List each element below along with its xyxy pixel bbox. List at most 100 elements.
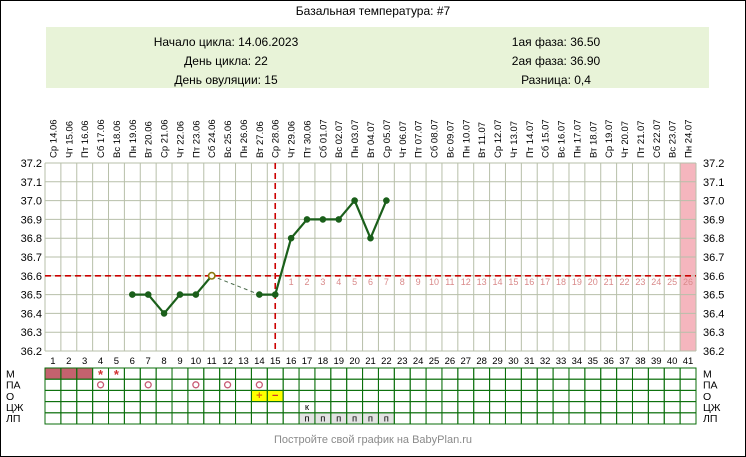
day-number: 22 (381, 356, 392, 367)
date-label: Сб 17.06 (96, 119, 107, 158)
date-label: Вс 09.07 (445, 121, 456, 159)
day-number: 35 (588, 356, 599, 367)
table-cell (568, 378, 586, 391)
table-cell (489, 401, 506, 414)
date-label: Ср 14.06 (48, 119, 59, 158)
table-cell (679, 378, 697, 391)
day-number: 31 (524, 356, 535, 367)
table-cell (108, 401, 125, 414)
date-label: Вс 25.06 (223, 121, 234, 159)
table-cell (663, 401, 681, 414)
table-cell (330, 367, 348, 380)
dpo-number: 21 (604, 277, 614, 287)
day-number: 16 (286, 356, 297, 367)
menstruation-cell (45, 368, 61, 380)
day-number: 13 (238, 356, 249, 367)
table-cell (92, 389, 110, 403)
table-cell (219, 389, 237, 403)
date-label: Пн 03.07 (350, 120, 361, 159)
table-cell (330, 389, 348, 403)
table-cell (60, 389, 78, 403)
y-axis-label-left: 37.2 (21, 158, 42, 170)
ovulation-test-result: + (256, 390, 262, 402)
table-cell (647, 412, 665, 425)
temp-line-segment (162, 293, 182, 315)
date-label: Сб 15.07 (541, 119, 552, 158)
table-cell (298, 367, 316, 380)
lp-mark: п (304, 413, 309, 424)
day-number: 3 (82, 356, 87, 367)
temp-point (383, 197, 390, 204)
row-label-left: ПА (6, 380, 21, 392)
table-cell (473, 367, 491, 380)
date-label: Пт 14.07 (525, 120, 536, 158)
dpo-number: 5 (352, 277, 357, 287)
table-cell (314, 367, 332, 380)
table-cell (266, 412, 284, 425)
day-number: 24 (413, 356, 424, 367)
day-number: 29 (492, 356, 503, 367)
date-label: Вс 02.07 (334, 121, 345, 159)
table-cell (409, 401, 427, 414)
table-cell (489, 378, 506, 391)
table-cell (504, 389, 522, 403)
table-cell (171, 401, 189, 414)
table-cell (314, 389, 332, 403)
page-title: Базальная температура: #7 (295, 4, 451, 18)
table-cell (568, 389, 586, 403)
table-cell (600, 389, 618, 403)
day-number: 23 (397, 356, 408, 367)
table-cell (393, 412, 411, 425)
table-cell (139, 367, 157, 380)
day-number: 11 (207, 356, 217, 367)
day-number: 2 (66, 356, 71, 367)
table-cell (219, 378, 237, 391)
table-cell (123, 378, 141, 391)
table-cell (441, 367, 459, 380)
table-cell (457, 401, 475, 414)
table-cell (552, 412, 570, 425)
table-cell (631, 367, 649, 380)
table-cell (457, 378, 475, 391)
table-cell (663, 367, 681, 380)
y-axis-label-right: 36.5 (703, 290, 724, 302)
table-cell (187, 378, 205, 391)
table-cell (362, 378, 379, 391)
table-cell (377, 378, 395, 391)
day-number: 10 (191, 356, 202, 367)
info-cycle-day: День цикла: 22 (184, 54, 268, 68)
table-cell (425, 412, 443, 425)
table-cell (393, 367, 411, 380)
table-cell (187, 401, 205, 414)
temp-point (319, 216, 327, 223)
lp-cell (299, 412, 315, 424)
table-cell (76, 401, 94, 414)
table-cell (552, 389, 570, 403)
date-label: Вт 18.07 (588, 121, 599, 158)
date-label: Сб 01.07 (318, 119, 329, 158)
temp-point (192, 291, 200, 298)
date-label: Пн 10.07 (461, 120, 472, 159)
day-number: 17 (302, 356, 313, 367)
table-cell (457, 367, 475, 380)
lp-mark: п (384, 413, 389, 424)
y-axis-label-left: 37.0 (21, 196, 42, 208)
y-axis-label-right: 36.7 (703, 252, 724, 264)
temp-point (176, 291, 184, 298)
day-number: 5 (114, 356, 119, 367)
day-number: 8 (161, 356, 166, 367)
row-label-right: ЦЖ (703, 402, 721, 414)
temp-point (351, 197, 358, 204)
day-number: 15 (270, 356, 281, 367)
y-axis-label-left: 36.2 (21, 346, 42, 358)
table-cell (76, 412, 94, 425)
table-cell (552, 401, 570, 414)
table-cell (409, 389, 427, 403)
table-cell (235, 378, 252, 391)
table-cell (44, 401, 62, 414)
table-cell (441, 389, 459, 403)
table-cell (679, 401, 697, 414)
dpo-number: 25 (667, 277, 677, 287)
table-cell (203, 378, 221, 391)
